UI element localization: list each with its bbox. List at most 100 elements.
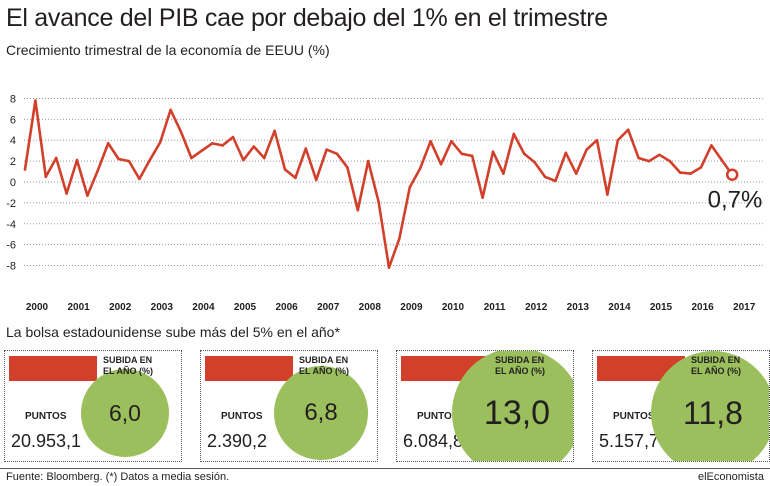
data-point [512,132,516,136]
stock-card-2: SUBIDA EN EL AÑO (%) 6,8 PUNTOS 2.390,2 [200,350,378,462]
data-point [210,142,214,145]
data-point [86,194,89,197]
data-point [65,192,68,195]
data-point [470,154,474,158]
growth-circle: 6,0 [81,369,169,457]
data-point [637,156,640,160]
data-point [346,166,349,169]
data-point [117,157,120,161]
x-tick-label: 2016 [691,302,714,313]
data-point [54,156,58,160]
stock-card-1: SUBIDA EN EL AÑO (%) 6,0 PUNTOS 20.953,1 [4,350,182,462]
data-point [429,139,432,143]
last-value-label: 0,7% [708,187,763,214]
x-tick-label: 2010 [442,302,465,313]
x-tick-label: 2005 [234,302,257,313]
data-point [190,156,193,160]
data-point [606,193,609,196]
card-tag: SUBIDA EN EL AÑO (%) [299,355,350,376]
card-color-bar [205,356,293,381]
data-point [491,150,495,154]
data-point [502,172,505,175]
x-tick-label: 2017 [733,302,756,313]
section-title: La bolsa estadounidense sube más del 5% … [6,324,340,340]
data-point [554,179,557,183]
x-tick-label: 2001 [67,302,90,313]
y-tick-label: -2 [6,198,16,210]
data-point [325,148,328,151]
y-tick-label: 4 [10,135,16,147]
data-point [127,159,131,163]
growth-circle: 6,8 [274,366,368,460]
card-tag: SUBIDA EN EL AÑO (%) [495,355,546,376]
stock-card-3: SUBIDA EN EL AÑO (%) 13,0 PUNTOS 6.084,8 [396,350,574,462]
data-point [34,99,37,102]
data-point [179,130,183,134]
data-point [533,160,536,164]
stock-card-4: SUBIDA EN EL AÑO (%) 11,8 PUNTOS 5.157,7 [592,350,770,462]
chart-subtitle: Crecimiento trimestral de la economía de… [6,42,330,58]
y-tick-label: -6 [6,240,16,252]
x-tick-label: 2000 [26,302,49,313]
data-point [585,148,588,151]
data-point [408,185,412,189]
y-tick-label: 0 [10,177,16,189]
growth-value: 13,0 [483,393,551,432]
data-point [616,138,620,142]
data-point [574,172,578,175]
x-tick-label: 2012 [525,302,548,313]
x-tick-label: 2009 [400,302,423,313]
data-point [158,141,162,144]
data-point [169,108,172,112]
data-point [96,169,100,172]
data-point [678,171,682,174]
gdp-line-chart: 8 6 4 2 0 -2 -4 -6 -8 2000 2001 2002 2003 2004 2005 200… [6,93,765,313]
growth-value: 6,0 [109,399,141,426]
data-point [481,196,484,199]
data-point [439,162,443,166]
data-point [148,158,152,162]
growth-circle: 11,8 [651,351,769,461]
data-point [564,151,568,155]
data-point [44,175,48,179]
data-point [699,166,703,169]
data-point [450,139,453,143]
data-point [262,156,266,160]
last-point-marker [725,168,739,181]
data-point [75,158,79,162]
data-point [200,149,204,152]
points-value: 20.953,1 [11,431,82,451]
data-point [720,158,724,162]
points-value: 5.157,7 [599,431,660,451]
data-point [668,159,672,163]
data-point [314,178,318,182]
x-tick-label: 2007 [317,302,340,313]
data-point [418,167,422,170]
data-point [658,153,661,157]
x-tick-label: 2006 [275,302,298,313]
card-tag: SUBIDA EN EL AÑO (%) [691,355,742,376]
data-point [335,152,339,156]
points-label: PUNTOS [25,411,67,422]
data-point [595,138,599,142]
data-point [138,177,141,181]
data-point [283,168,287,171]
data-point [106,142,110,145]
growth-circle: 13,0 [452,351,573,461]
y-tick-label: -4 [6,219,16,231]
source-note: Fuente: Bloomberg. (*) Datos a media ses… [6,471,230,483]
x-tick-label: 2014 [608,302,631,313]
points-label: PUNTOS [417,411,459,422]
x-tick-label: 2013 [567,302,590,313]
points-label: PUNTOS [221,411,263,422]
data-point [252,145,256,148]
data-point [377,200,380,204]
data-point [356,208,360,212]
data-point [242,158,245,162]
data-point [294,176,297,180]
gdp-series-line [23,99,734,269]
data-point [273,129,276,133]
data-point [460,152,464,156]
growth-value: 11,8 [683,394,743,431]
data-point [231,135,235,139]
